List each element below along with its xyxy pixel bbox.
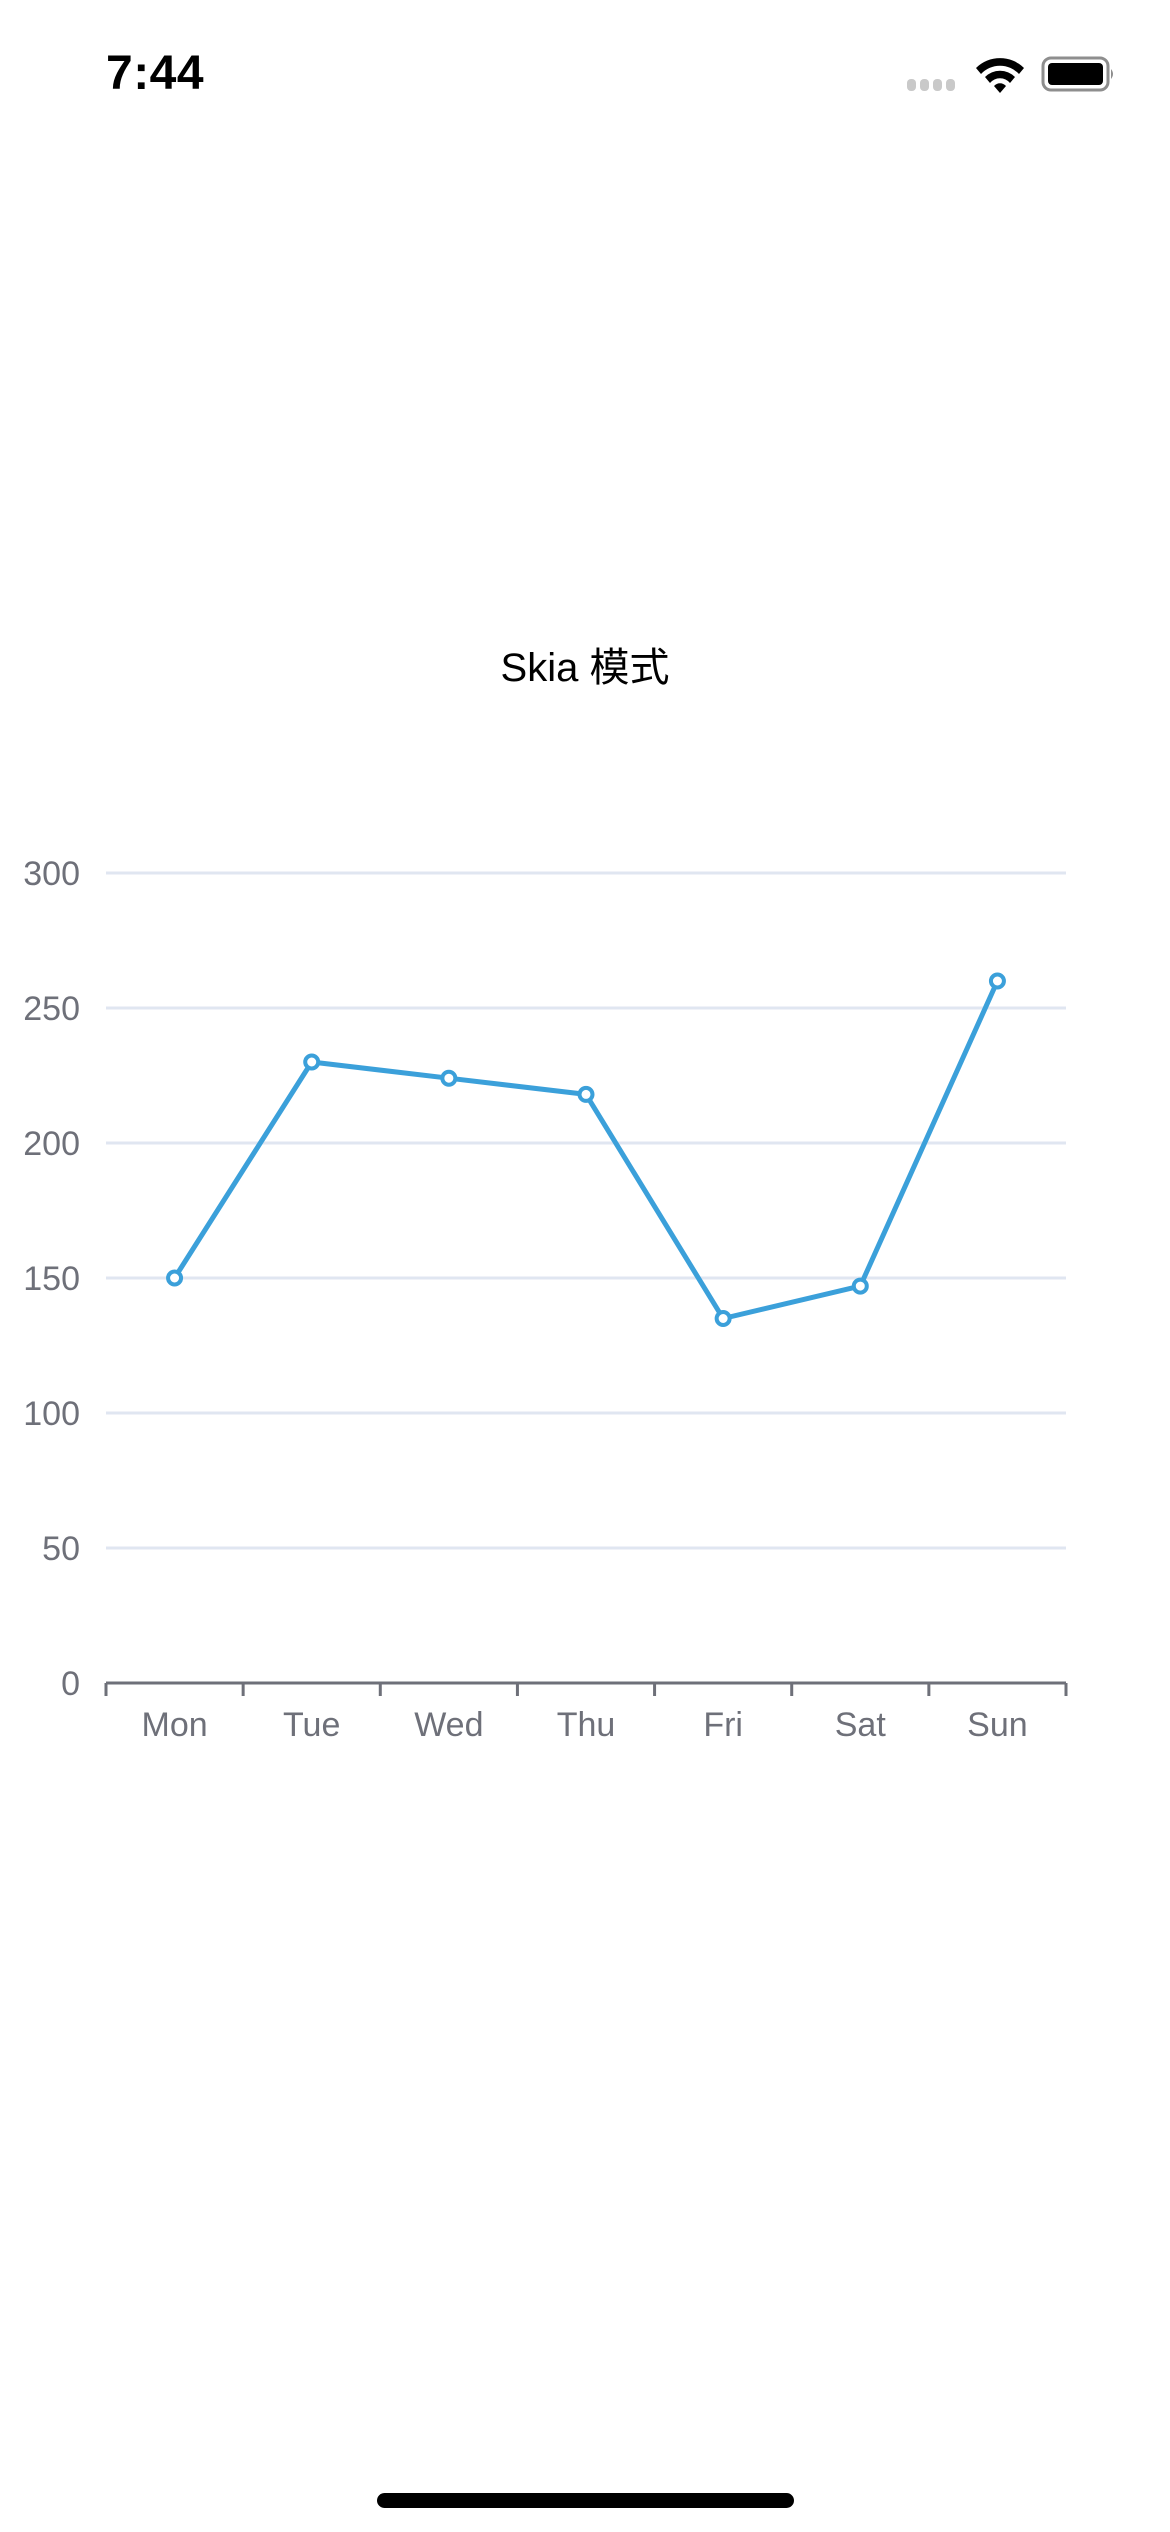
x-tick-label: Fri: [703, 1706, 743, 1744]
y-tick-label: 100: [23, 1395, 80, 1433]
x-tick-label: Mon: [142, 1706, 208, 1744]
y-tick-label: 300: [23, 855, 80, 893]
data-point-fri[interactable]: [714, 1310, 732, 1327]
data-point-sat[interactable]: [851, 1277, 869, 1295]
x-tick-label: Thu: [557, 1706, 616, 1744]
wifi-icon: [976, 58, 1024, 93]
x-tick-label: Tue: [283, 1706, 340, 1744]
battery-icon: [1041, 56, 1113, 92]
status-time: 7:44: [106, 47, 205, 100]
data-point-wed[interactable]: [440, 1069, 458, 1087]
y-tick-label: 200: [23, 1125, 80, 1163]
series-line: [166, 972, 1006, 1327]
x-tick-label: Sat: [835, 1706, 887, 1744]
y-tick-label: 50: [42, 1530, 80, 1568]
y-tick-label: 0: [61, 1665, 80, 1703]
y-axis-labels: 0 50 100 150 200 250 300: [23, 855, 80, 1703]
line-chart: 0 50 100 150 200 250 300 Mon Tue Wed Thu Fri Sat Sun: [23, 855, 1068, 1744]
y-tick-label: 250: [23, 990, 80, 1028]
x-axis: [104, 1681, 1068, 1696]
data-point-mon[interactable]: [166, 1269, 184, 1287]
cellular-signal-icon: [907, 79, 955, 91]
status-icons: [907, 56, 1113, 93]
data-point-tue[interactable]: [303, 1053, 321, 1071]
x-tick-label: Wed: [414, 1706, 483, 1744]
home-indicator[interactable]: [377, 2493, 794, 2508]
status-bar: 7:44: [0, 0, 1170, 140]
chart-title: Skia 模式: [500, 646, 670, 690]
y-tick-label: 150: [23, 1260, 80, 1298]
series-polyline: [172, 979, 1000, 1321]
data-point-sun[interactable]: [988, 972, 1006, 990]
x-axis-labels: Mon Tue Wed Thu Fri Sat Sun: [142, 1706, 1028, 1744]
data-point-thu[interactable]: [577, 1085, 595, 1103]
x-tick-label: Sun: [967, 1706, 1028, 1744]
grid-lines: [106, 871, 1066, 1550]
